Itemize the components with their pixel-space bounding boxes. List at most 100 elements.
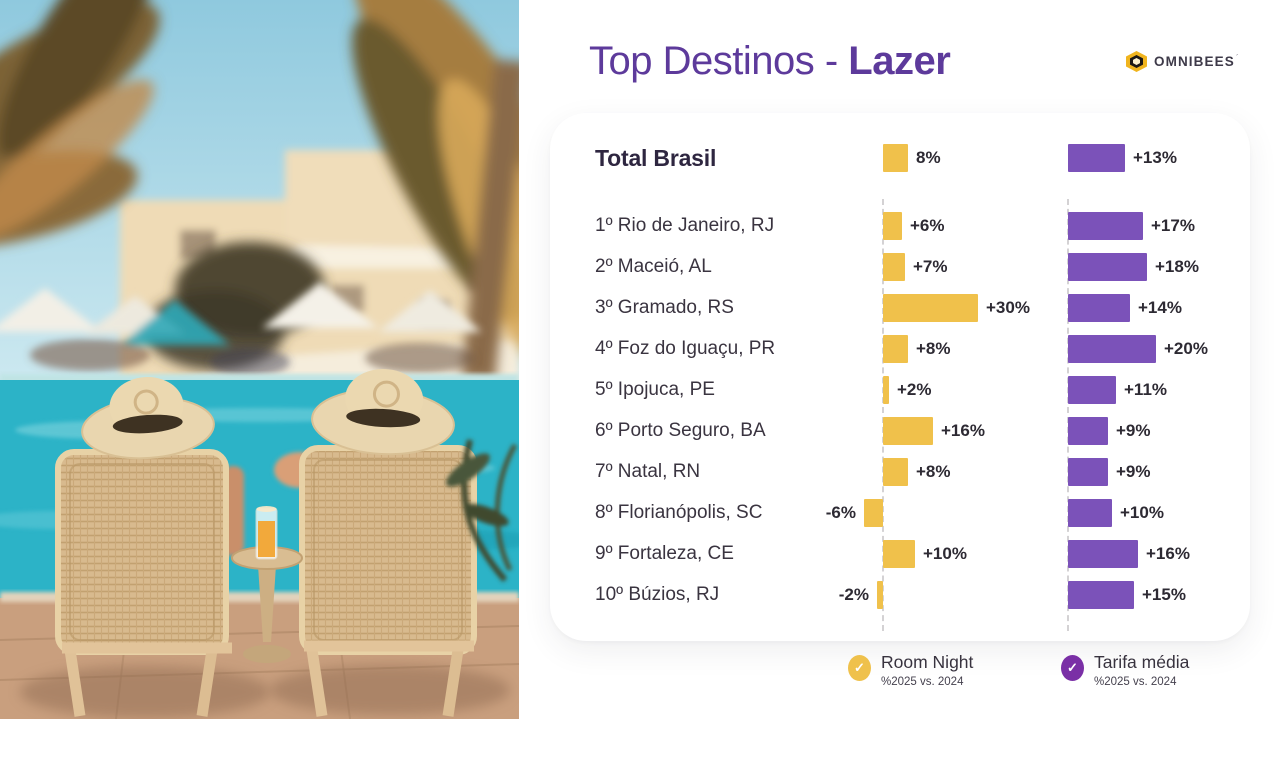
tarifa-media-baseline [1067,199,1069,631]
room-night-value: +2% [897,379,932,399]
destination-label: 7º Natal, RN [595,460,701,482]
logo-trademark-tick: ´ [1235,52,1239,63]
tarifa-media-zone: +20% [1068,328,1250,369]
destination-row: 5º Ipojuca, PE +2% +11% [550,369,1250,410]
destination-label: 1º Rio de Janeiro, RJ [595,214,775,236]
total-room-night-value: 8% [916,148,941,167]
tarifa-media-zone: +16% [1068,533,1250,574]
omnibees-hexagon-icon [1126,51,1147,72]
pool-photo [0,0,519,719]
tarifa-media-bar [1068,580,1134,609]
room-night-zone: -2% [839,574,1068,615]
room-night-value: -6% [825,502,856,522]
room-night-baseline [882,199,884,631]
tarifa-media-zone: +18% [1068,246,1250,287]
room-night-value: +8% [916,461,951,481]
tarifa-media-bar [1068,334,1156,363]
palm-trees [0,0,519,381]
tarifa-media-zone: +9% [1068,451,1250,492]
tarifa-media-bar [1068,211,1143,240]
room-night-zone: +8% [883,328,1068,369]
tarifa-media-zone: +10% [1068,492,1250,533]
room-night-bar [883,375,889,404]
room-night-bar [883,457,908,486]
room-night-bar [883,334,908,363]
tarifa-media-bar [1068,293,1130,322]
chart-card: Total Brasil 8% +13% 1º Rio de Janeiro, … [550,113,1250,641]
tarifa-media-value: +20% [1164,338,1208,358]
tarifa-media-zone: +9% [1068,410,1250,451]
lounge-chairs [55,445,477,717]
tarifa-media-bar [1068,375,1116,404]
omnibees-logo-text: OMNIBEES [1154,53,1235,69]
room-night-bar [883,293,978,322]
room-night-value: +8% [916,338,951,358]
chart-rows: 1º Rio de Janeiro, RJ +6% +17% 2º Maceió, A… [550,199,1250,631]
tarifa-media-zone: +11% [1068,369,1250,410]
room-night-value: -2% [838,584,869,604]
room-night-value: +7% [913,256,948,276]
room-night-bar [883,211,902,240]
room-night-bar [883,252,905,281]
destination-row: 7º Natal, RN +8% +9% [550,451,1250,492]
page-title: Top Destinos - Lazer [589,36,951,86]
tarifa-media-value: +9% [1116,461,1151,481]
room-night-zone: -6% [826,492,1068,533]
tarifa-media-value: +16% [1146,543,1190,563]
tarifa-media-value: +10% [1120,502,1164,522]
legend-tarifa-media-sublabel: %2025 vs. 2024 [1094,676,1177,688]
destination-label: 6º Porto Seguro, BA [595,419,766,441]
room-night-check-icon: ✓ [848,655,871,681]
destination-label: 2º Maceió, AL [595,255,712,277]
side-plant [446,439,518,582]
destination-label: 4º Foz do Iguaçu, PR [595,337,776,359]
destination-label: 9º Fortaleza, CE [595,542,734,564]
destination-row: 2º Maceió, AL +7% +18% [550,246,1250,287]
straw-hats [81,369,455,460]
tarifa-media-zone: +17% [1068,205,1250,246]
destination-label: 5º Ipojuca, PE [595,378,715,400]
tarifa-media-value: +11% [1124,379,1168,399]
destination-row: 8º Florianópolis, SC -6% +10% [550,492,1250,533]
room-night-zone: +30% [883,287,1068,328]
room-night-zone: +2% [883,369,1068,410]
room-night-value: +6% [910,215,945,235]
total-tarifa-media-bar [1068,144,1125,172]
destination-row: 6º Porto Seguro, BA +16% +9% [550,410,1250,451]
room-night-zone: +10% [883,533,1068,574]
juice-glass [255,506,278,560]
destination-row: 1º Rio de Janeiro, RJ +6% +17% [550,205,1250,246]
room-night-bar [877,580,883,609]
total-row: Total Brasil 8% +13% [550,138,1250,178]
room-night-bar [883,539,915,568]
room-night-value: +30% [986,297,1030,317]
room-night-bar [883,416,933,445]
hexagon-inner-ring [1130,55,1143,68]
total-tarifa-media-value: +13% [1133,148,1177,167]
total-room-night-bar [883,144,908,172]
page-title-bold: Lazer [848,39,951,83]
room-night-zone: +7% [883,246,1068,287]
omnibees-logo: OMNIBEES´ [1126,51,1239,72]
destination-row: 3º Gramado, RS +30% +14% [550,287,1250,328]
destination-row: 10º Búzios, RJ -2% +15% [550,574,1250,615]
room-night-zone: +8% [883,451,1068,492]
tarifa-media-bar [1068,252,1147,281]
legend-tarifa-media: ✓ Tarifa média %2025 vs. 2024 [1061,652,1189,688]
room-night-zone: +16% [883,410,1068,451]
pool-photo-art [0,0,519,719]
room-night-bar [864,498,883,527]
legend-tarifa-media-label: Tarifa média [1094,652,1190,672]
tarifa-media-value: +18% [1155,256,1199,276]
tarifa-media-value: +14% [1138,297,1182,317]
tarifa-media-zone: +14% [1068,287,1250,328]
tarifa-media-zone: +15% [1068,574,1250,615]
room-night-zone: +6% [883,205,1068,246]
tarifa-media-value: +17% [1151,215,1195,235]
destination-label: 3º Gramado, RS [595,296,734,318]
tarifa-media-check-icon: ✓ [1061,655,1084,681]
total-tarifa-zone: +13% [1068,138,1250,178]
tarifa-media-value: +9% [1116,420,1151,440]
tarifa-media-bar [1068,539,1138,568]
destination-label: 8º Florianópolis, SC [595,501,763,523]
